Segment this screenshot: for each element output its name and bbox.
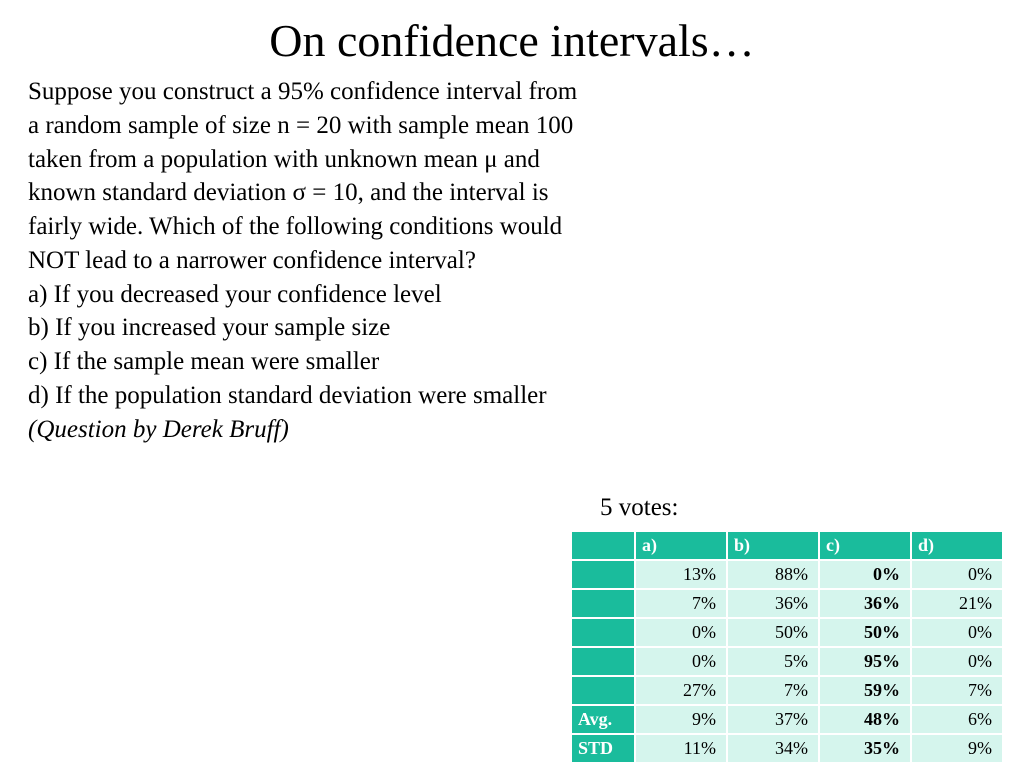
row-label: STD (572, 735, 634, 762)
results-table: a) b) c) d) 13%88%0%0%7%36%36%21%0%50%50… (570, 530, 1004, 764)
question-body: Suppose you construct a 95% confidence i… (0, 75, 740, 446)
row-label (572, 648, 634, 675)
table-row: STD11%34%35%9% (572, 735, 1002, 762)
table-cell: 35% (820, 735, 910, 762)
table-body: 13%88%0%0%7%36%36%21%0%50%50%0%0%5%95%0%… (572, 561, 1002, 762)
para-line: fairly wide. Which of the following cond… (28, 210, 680, 244)
table-cell: 9% (636, 706, 726, 733)
table-header-row: a) b) c) d) (572, 532, 1002, 559)
table-row: 7%36%36%21% (572, 590, 1002, 617)
table-cell: 7% (912, 677, 1002, 704)
para-line: known standard deviation σ = 10, and the… (28, 176, 680, 210)
table-cell: 0% (912, 561, 1002, 588)
para-line: taken from a population with unknown mea… (28, 143, 680, 177)
table-corner-blank (572, 532, 634, 559)
option-a: a) If you decreased your confidence leve… (28, 278, 680, 312)
col-header-a: a) (636, 532, 726, 559)
option-c: c) If the sample mean were smaller (28, 345, 680, 379)
table-cell: 11% (636, 735, 726, 762)
table-cell: 36% (728, 590, 818, 617)
table-cell: 13% (636, 561, 726, 588)
table-row: 0%50%50%0% (572, 619, 1002, 646)
table-cell: 37% (728, 706, 818, 733)
table-cell: 0% (820, 561, 910, 588)
table-row: 0%5%95%0% (572, 648, 1002, 675)
row-label: Avg. (572, 706, 634, 733)
table-cell: 50% (820, 619, 910, 646)
table-row: 13%88%0%0% (572, 561, 1002, 588)
table-cell: 50% (728, 619, 818, 646)
table-cell: 48% (820, 706, 910, 733)
table-cell: 7% (728, 677, 818, 704)
col-header-c: c) (820, 532, 910, 559)
attribution: (Question by Derek Bruff) (28, 413, 680, 447)
option-b: b) If you increased your sample size (28, 311, 680, 345)
page-title: On confidence intervals… (0, 0, 1024, 75)
row-label (572, 590, 634, 617)
votes-label: 5 votes: (600, 494, 678, 522)
table-cell: 95% (820, 648, 910, 675)
table-cell: 5% (728, 648, 818, 675)
table-row: Avg.9%37%48%6% (572, 706, 1002, 733)
col-header-b: b) (728, 532, 818, 559)
option-d: d) If the population standard deviation … (28, 379, 680, 413)
table-cell: 0% (636, 648, 726, 675)
table-cell: 6% (912, 706, 1002, 733)
table-cell: 88% (728, 561, 818, 588)
table-cell: 0% (636, 619, 726, 646)
row-label (572, 619, 634, 646)
table-cell: 27% (636, 677, 726, 704)
table-cell: 9% (912, 735, 1002, 762)
table-cell: 59% (820, 677, 910, 704)
table-cell: 7% (636, 590, 726, 617)
para-line: NOT lead to a narrower confidence interv… (28, 244, 680, 278)
table-cell: 34% (728, 735, 818, 762)
row-label (572, 677, 634, 704)
table-cell: 36% (820, 590, 910, 617)
table-cell: 21% (912, 590, 1002, 617)
table-row: 27%7%59%7% (572, 677, 1002, 704)
table-cell: 0% (912, 619, 1002, 646)
col-header-d: d) (912, 532, 1002, 559)
table-cell: 0% (912, 648, 1002, 675)
row-label (572, 561, 634, 588)
para-line: Suppose you construct a 95% confidence i… (28, 75, 680, 109)
para-line: a random sample of size n = 20 with samp… (28, 109, 680, 143)
